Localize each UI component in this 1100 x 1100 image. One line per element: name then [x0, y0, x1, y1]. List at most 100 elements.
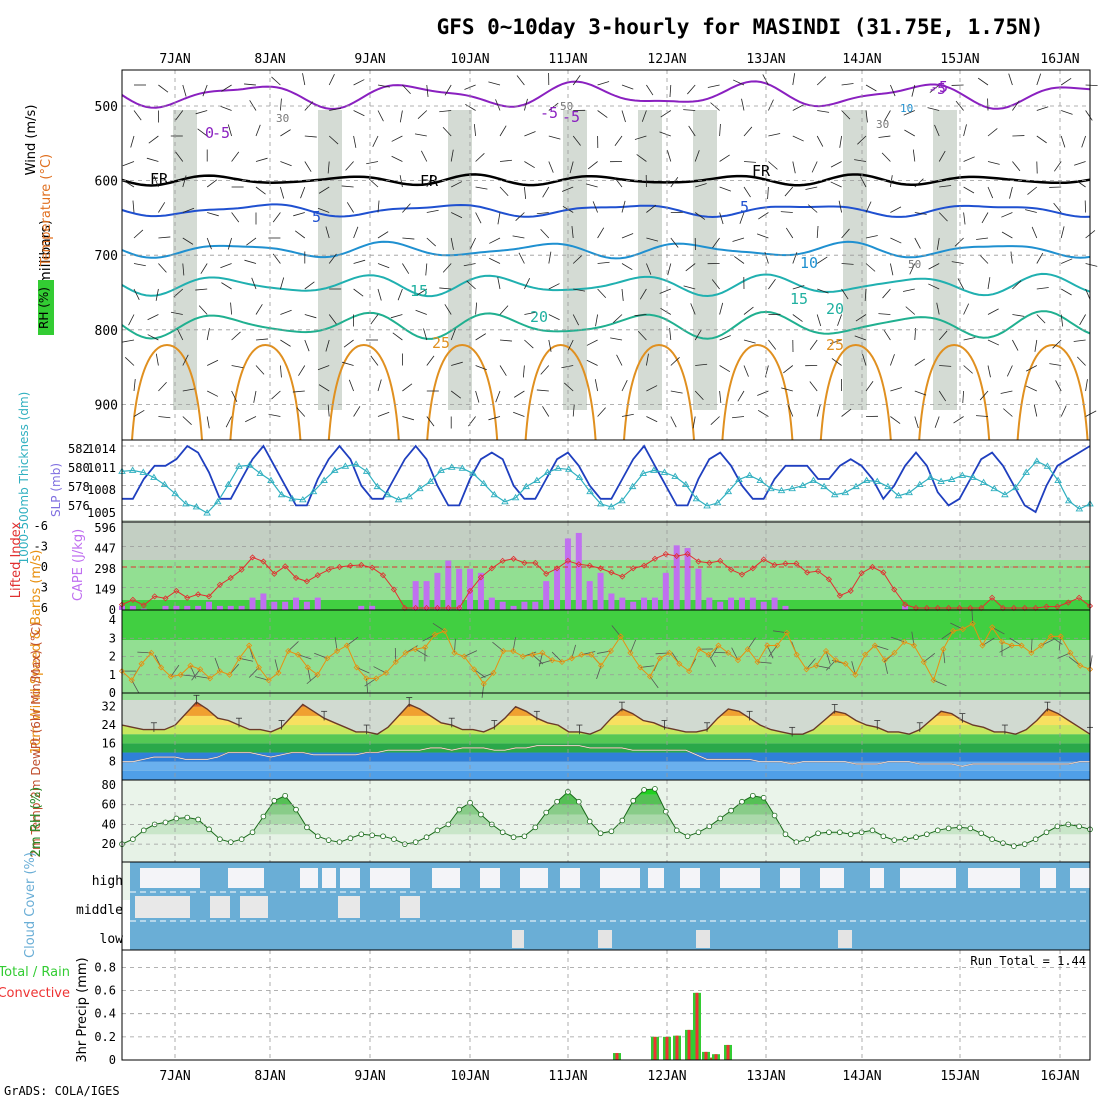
legend-rh-swatch	[38, 280, 54, 335]
wind-barb	[710, 645, 719, 658]
cloud-high-gap	[322, 868, 336, 888]
wind-barb	[255, 186, 266, 195]
temperature-line	[121, 701, 1091, 735]
wind-barb	[392, 332, 403, 341]
wind-barb	[646, 204, 657, 213]
thickness-point	[905, 488, 913, 496]
wind-barb	[415, 648, 428, 657]
temperature-contour-25	[918, 343, 991, 441]
lifted-index-point	[271, 570, 278, 577]
rh-point	[1076, 823, 1082, 830]
wind-barb	[688, 125, 696, 137]
thickness-point	[469, 469, 477, 476]
wind-barb	[732, 416, 745, 419]
wind-speed-point	[470, 666, 478, 673]
contour-label: 5	[312, 208, 321, 226]
wind-barb	[695, 183, 707, 188]
thickness-point	[575, 473, 584, 480]
wind-barb	[402, 203, 411, 213]
temperature-band	[122, 734, 1090, 744]
rh-point	[412, 839, 419, 845]
rh-point	[586, 818, 593, 825]
wind-barb	[280, 309, 292, 315]
wind-barb	[595, 314, 598, 327]
wind-barb	[1012, 339, 1019, 351]
wind-barb	[377, 263, 390, 269]
wind-barb	[231, 151, 240, 162]
wind-barb	[1061, 258, 1073, 264]
wind-barb	[1061, 110, 1073, 115]
rh-tick-label: 60	[102, 798, 116, 812]
wind-barb	[792, 314, 803, 322]
rh-point	[630, 797, 636, 804]
cloud-high-gap	[140, 868, 200, 888]
wind-barb	[1085, 379, 1088, 392]
wind-barb	[426, 209, 439, 213]
wind-barb	[495, 390, 501, 403]
wind-barb	[329, 107, 342, 111]
wind-barb	[514, 390, 525, 398]
wind-barb	[878, 313, 891, 315]
wind-barb	[904, 129, 915, 137]
wind-barb	[1009, 186, 1013, 199]
rh-plume	[173, 110, 197, 410]
lifted-index-point	[825, 576, 833, 583]
wind-barb	[939, 365, 952, 367]
thickness-point	[777, 486, 786, 494]
wind-barb	[830, 181, 842, 188]
wind-speed-point	[901, 638, 908, 645]
rh-plume	[638, 110, 662, 410]
wind-barb	[708, 654, 717, 667]
wind-barb	[792, 285, 805, 290]
wind-barb	[912, 149, 916, 162]
date-label: 15JAN	[940, 1069, 979, 1084]
wind-barb	[450, 390, 462, 399]
cape-bar	[282, 601, 289, 610]
wind-barb	[197, 128, 208, 137]
wind-barb	[497, 277, 501, 290]
wind-barb	[817, 110, 830, 113]
wind-barb	[417, 110, 428, 119]
precip-total-legend: Total / Rain	[0, 965, 70, 980]
wind-barb	[475, 365, 487, 371]
precip-panel: 0 0.2 0.4 0.6 0.8 Run Total = 1.44 3hr Precip …	[0, 949, 1091, 1067]
wind-barb	[1060, 226, 1065, 239]
contour-label: 30	[276, 112, 289, 125]
lifted-index-point	[358, 561, 365, 569]
lifted-index-point	[695, 558, 702, 565]
wind-barb	[811, 161, 818, 173]
wind-speed-point	[373, 675, 380, 682]
wind-barb	[1074, 161, 1086, 166]
wind-barb	[1060, 77, 1072, 86]
rh-tick-label: 20	[102, 837, 116, 851]
rh-point	[858, 829, 865, 836]
rh-point	[1043, 829, 1050, 836]
wind-speed-point	[578, 651, 585, 658]
rh-plume	[933, 110, 957, 410]
wind-barb	[373, 666, 387, 674]
wind-barb	[475, 186, 488, 190]
wind-barb	[442, 126, 452, 137]
wind-barb	[451, 181, 463, 188]
wind-barb	[207, 390, 219, 397]
wind-barb	[377, 110, 384, 122]
thickness-point	[1022, 468, 1030, 475]
lifted-index-point	[630, 565, 637, 572]
wind-speed-point	[617, 633, 624, 640]
rh-point	[924, 831, 930, 838]
wind-speed-point	[1038, 642, 1045, 649]
lifted-index-point	[336, 563, 343, 571]
wind-barb	[884, 110, 891, 122]
thickness-point	[267, 476, 275, 483]
rh-point	[728, 807, 734, 814]
cape-bar	[651, 597, 658, 610]
lifted-index-point	[303, 578, 310, 585]
wind-barb	[571, 226, 574, 239]
thickness-point	[533, 476, 541, 483]
wind-barb	[227, 237, 232, 250]
cape-bar	[521, 601, 528, 610]
temperature-contour-25	[819, 343, 892, 441]
wind-tick-label: 3	[109, 631, 116, 645]
date-label: 11JAN	[548, 52, 587, 67]
wind-barb	[542, 406, 550, 417]
